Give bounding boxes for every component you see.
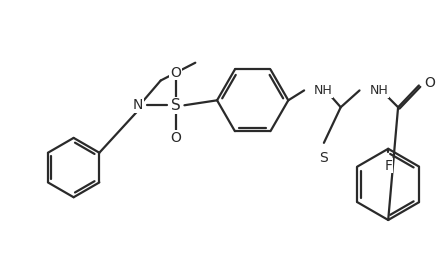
Text: N: N bbox=[133, 98, 143, 112]
Text: S: S bbox=[320, 151, 328, 165]
Text: S: S bbox=[171, 98, 181, 113]
Text: F: F bbox=[384, 159, 392, 173]
Text: O: O bbox=[424, 76, 434, 89]
Text: O: O bbox=[170, 131, 181, 145]
Text: NH: NH bbox=[314, 84, 333, 97]
Text: O: O bbox=[170, 66, 181, 80]
Text: NH: NH bbox=[369, 84, 388, 97]
